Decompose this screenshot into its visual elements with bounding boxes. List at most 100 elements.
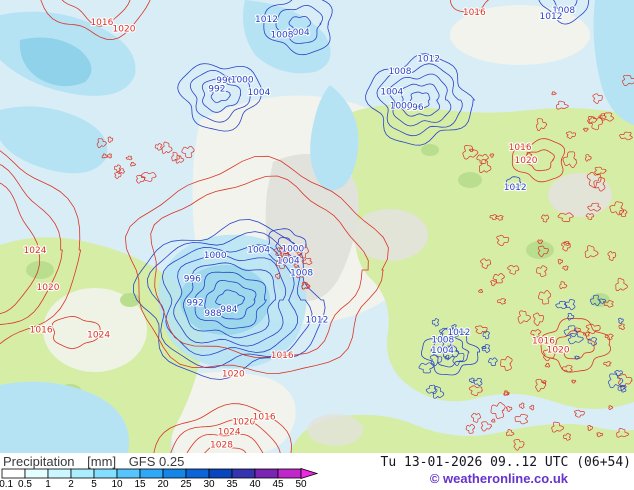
isobar-line xyxy=(559,281,568,289)
isobar-line xyxy=(586,171,602,189)
isobar-label: 996 xyxy=(184,275,201,285)
isobar-line xyxy=(175,155,185,164)
isobar-label: 988 xyxy=(204,309,221,319)
isobar-line xyxy=(481,344,491,353)
isobar-label: 1024 xyxy=(87,331,110,341)
isobar-line xyxy=(599,112,615,122)
scale-tick-label: 5 xyxy=(91,479,97,490)
isobar-line xyxy=(409,91,431,109)
isobar-line xyxy=(532,312,544,326)
isobar-line xyxy=(609,201,625,216)
isobar-line xyxy=(275,4,324,44)
isobar-line xyxy=(452,328,462,336)
isobar-line xyxy=(107,153,112,159)
isobar-line xyxy=(541,380,547,384)
isobar-line xyxy=(555,330,596,360)
isobar-label: 1004 xyxy=(247,88,270,98)
isobar-line xyxy=(594,166,607,176)
isobar-label: 1004 xyxy=(277,256,300,266)
isobar-line xyxy=(530,329,542,338)
isobar-line xyxy=(118,168,126,174)
isobar-line xyxy=(263,0,333,56)
isobar-line xyxy=(616,428,630,438)
isobar-line xyxy=(587,116,598,124)
scale-segment xyxy=(1,468,26,479)
isobar-line xyxy=(562,151,578,168)
isobar-label: 1028 xyxy=(210,440,233,450)
isobar-line xyxy=(492,273,505,284)
isobar-line xyxy=(376,63,463,137)
isobar-label: 1020 xyxy=(113,25,136,35)
isobar-line xyxy=(563,240,570,247)
precipitation-area xyxy=(593,0,634,125)
isobar-line xyxy=(536,265,548,277)
isobar-line xyxy=(465,423,475,434)
isobar-line xyxy=(551,91,557,96)
land-texture xyxy=(590,293,610,307)
isobar-label: 996 xyxy=(406,103,423,113)
isobar-line xyxy=(587,202,601,212)
isobar-line xyxy=(480,258,492,269)
isobar-label: 1020 xyxy=(515,156,538,166)
legend-bar: Precipitation [mm] GFS 0.25 0.1 0.5 1 2 5 10 1… xyxy=(0,453,634,490)
isobar-line xyxy=(615,277,628,291)
isobar-line xyxy=(588,116,604,131)
isobar-line xyxy=(215,289,245,311)
isobar-line xyxy=(490,402,506,419)
isobar-line xyxy=(496,234,510,247)
isobar-line xyxy=(619,385,626,391)
isobar-line xyxy=(592,93,603,104)
isobar-line xyxy=(567,333,584,345)
scale-segment xyxy=(116,468,141,479)
isobar-label: 1020 xyxy=(232,418,255,428)
pale-region-topright xyxy=(450,5,590,65)
isobar-line xyxy=(201,78,242,113)
isobar-label: 1008 xyxy=(552,6,575,16)
isobar-line xyxy=(556,100,569,110)
isobar-line xyxy=(608,405,614,411)
copyright-link[interactable]: © weatheronline.co.uk xyxy=(429,471,568,486)
isobar-line xyxy=(507,264,520,275)
isobar-line xyxy=(432,386,445,399)
isobar-line xyxy=(182,262,276,339)
isobar-line xyxy=(587,425,593,432)
isobar-line xyxy=(618,317,624,324)
scale-tick-label: 2 xyxy=(68,479,74,490)
isobar-line xyxy=(555,300,568,310)
isobar-line xyxy=(618,209,628,218)
isobar-label: 1016 xyxy=(253,413,276,423)
isobar-line xyxy=(551,421,564,433)
scale-tick-label: 30 xyxy=(203,479,215,490)
ice-patch xyxy=(352,209,428,261)
isobar-line xyxy=(587,336,598,346)
isobar-line xyxy=(607,251,617,261)
scale-tick-label: 0.5 xyxy=(18,479,32,490)
isobar-line xyxy=(301,282,310,290)
precipitation-area xyxy=(310,85,359,191)
isobar-label: 1004 xyxy=(380,87,403,97)
isobar-line xyxy=(524,149,555,172)
isobar-line xyxy=(505,406,513,412)
isobar-label: 1008 xyxy=(290,269,313,279)
isobar-line xyxy=(585,154,592,162)
isobar-line xyxy=(475,325,488,335)
isobar-line xyxy=(439,327,455,339)
isobar-line xyxy=(526,152,533,158)
isobar-line xyxy=(418,362,434,374)
isobar-line xyxy=(563,433,571,441)
isobar-line xyxy=(301,257,313,265)
isobar-label: 1000 xyxy=(204,251,227,261)
isobar-line xyxy=(266,228,307,263)
isobar-line xyxy=(431,318,439,327)
scale-segment xyxy=(254,468,279,479)
isobar-line xyxy=(604,333,614,340)
isobar-line xyxy=(107,136,114,143)
land-texture xyxy=(526,241,554,259)
isobar-line xyxy=(365,53,476,146)
isobar-contours xyxy=(0,0,634,453)
isobar-label: 1008 xyxy=(431,336,454,346)
isobar-line xyxy=(130,161,137,167)
isobar-line xyxy=(497,298,507,305)
isobar-label: 1000 xyxy=(281,245,304,255)
